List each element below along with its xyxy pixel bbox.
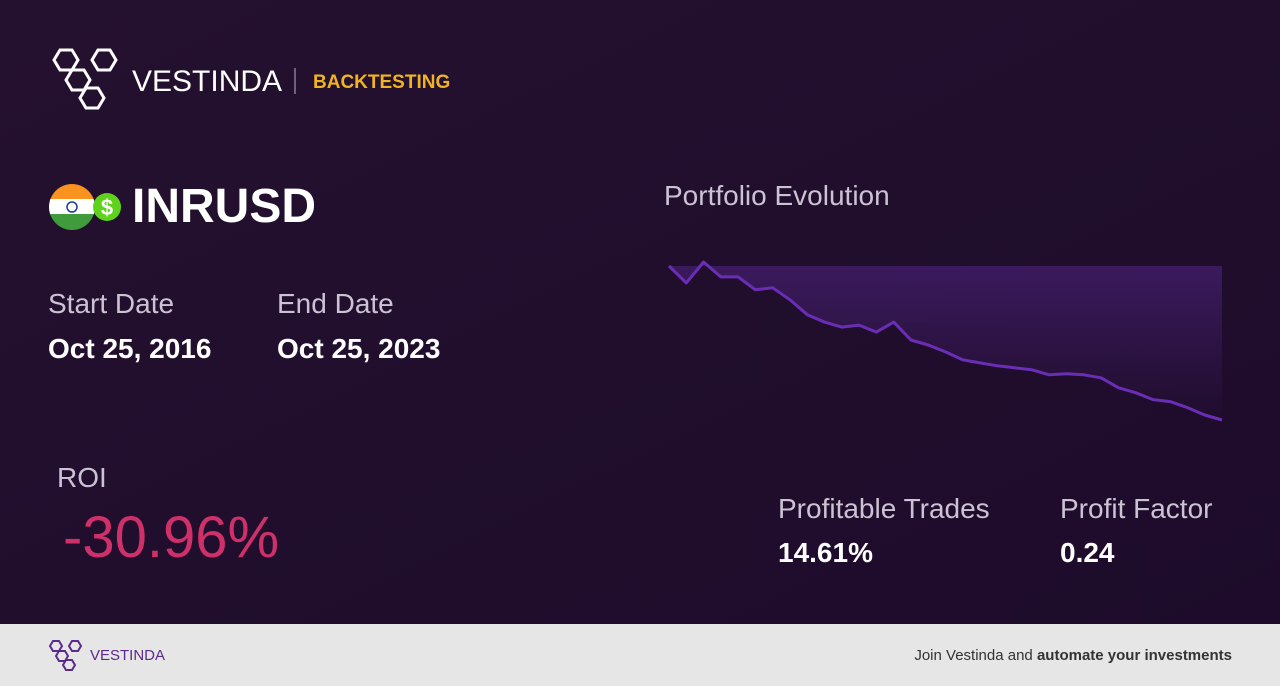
stat-value: 14.61% (778, 537, 873, 568)
start-value: Oct 25, 2016 (48, 333, 211, 364)
currency-symbol: $ (101, 195, 113, 220)
end-label: End Date (277, 288, 394, 319)
stat-value: 0.24 (1060, 537, 1115, 568)
start-label: Start Date (48, 288, 174, 319)
footer-cta: Join Vestinda and automate your investme… (914, 647, 1232, 664)
footer-bold: automate your investments (1037, 647, 1232, 664)
roi-label: ROI (57, 462, 107, 493)
area (669, 262, 1222, 420)
brand: VESTINDA (132, 65, 282, 98)
footer-brand: VESTINDA (90, 647, 165, 664)
roi-value: -30.96% (63, 505, 279, 570)
footer-logo (48, 640, 83, 671)
flag-icon (49, 184, 95, 230)
logo (52, 48, 118, 110)
symbol: INRUSD (132, 180, 316, 233)
footer-bar (0, 624, 1280, 686)
section: BACKTESTING (313, 72, 450, 93)
stat-label: Profit Factor (1060, 493, 1212, 524)
currency-icon (93, 193, 121, 221)
stat-label: Profitable Trades (778, 493, 990, 524)
chart-title: Portfolio Evolution (664, 180, 890, 211)
footer-text: Join Vestinda and (914, 647, 1037, 664)
line (667, 260, 1223, 422)
end-value: Oct 25, 2023 (277, 333, 440, 364)
